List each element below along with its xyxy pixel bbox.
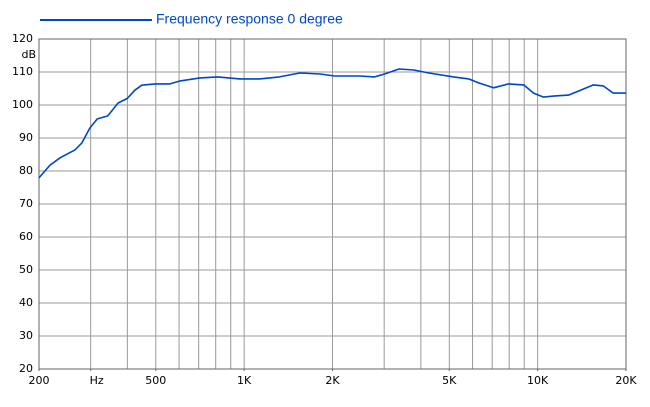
x-tick-label: 500 — [145, 374, 166, 387]
plot-frame — [38, 38, 627, 370]
x-tick-label: 1K — [237, 374, 252, 387]
y-tick-label: 60 — [19, 230, 33, 243]
y-tick-label: 100 — [12, 98, 33, 111]
legend-label: Frequency response 0 degree — [156, 11, 343, 27]
y-axis-label: dB — [21, 48, 36, 61]
x-tick-label: 20K — [615, 374, 637, 387]
y-tick-label: 110 — [12, 65, 33, 78]
y-tick-label: 20 — [19, 362, 33, 375]
y-tick-label: 80 — [19, 164, 33, 177]
line — [38, 68, 626, 179]
y-tick-label: 30 — [19, 329, 33, 342]
x-tick-label: 2K — [325, 374, 340, 387]
y-tick-label: 120 — [12, 32, 33, 45]
x-tick-label: 200 — [29, 374, 50, 387]
x-tick-label: Hz — [90, 374, 104, 387]
x-tick-label: 5K — [442, 374, 457, 387]
y-tick-label: 40 — [19, 296, 33, 309]
x-tick-label: 10K — [527, 374, 549, 387]
y-tick-label: 90 — [19, 131, 33, 144]
y-tick-label: 70 — [19, 197, 33, 210]
y-tick-label: 50 — [19, 263, 33, 276]
